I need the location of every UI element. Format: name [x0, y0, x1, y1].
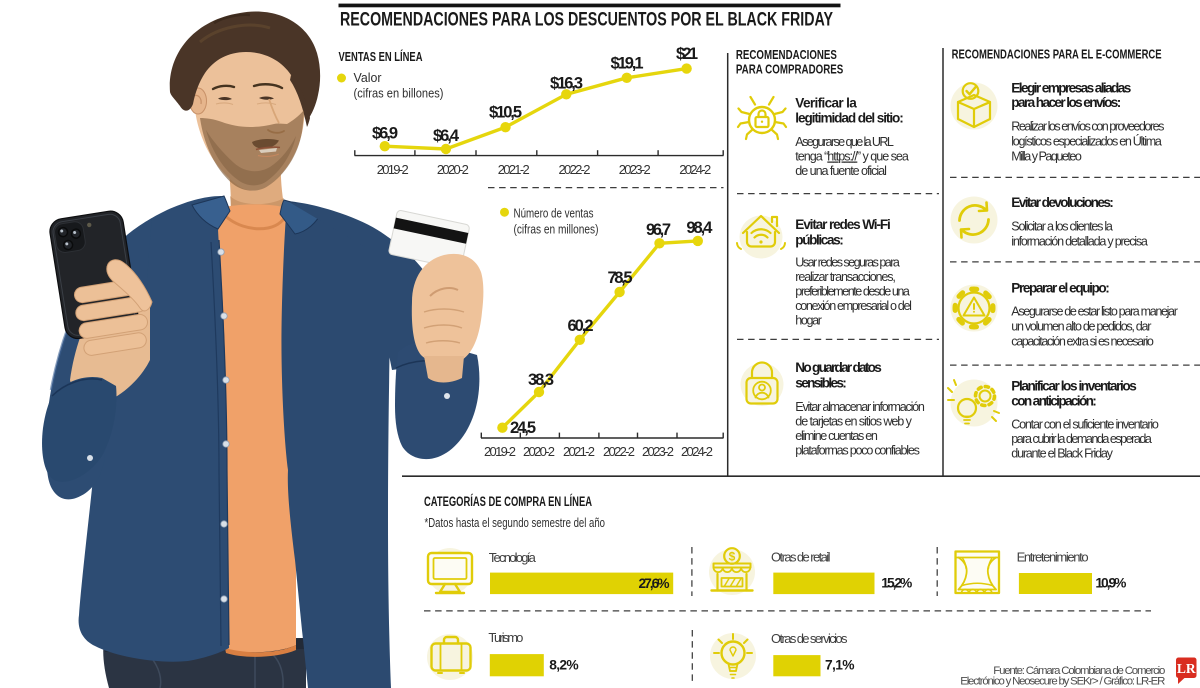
svg-text:38,3: 38,3: [528, 371, 554, 389]
svg-text:Realizar los envíos con provee: Realizar los envíos con proveedores: [1011, 120, 1164, 134]
svg-text:preferiblemente desde una: preferiblemente desde una: [795, 285, 910, 299]
svg-text:RECOMENDACIONES: RECOMENDACIONES: [736, 47, 837, 62]
svg-text:hogar: hogar: [795, 314, 821, 328]
svg-text:78,5: 78,5: [608, 269, 633, 287]
svg-text:$21: $21: [676, 45, 698, 63]
svg-text:*Datos hasta el segundo semest: *Datos hasta el segundo semestre del año: [425, 516, 606, 530]
svg-text:durante el Black Friday: durante el Black Friday: [1011, 447, 1113, 461]
svg-text:Contar con el suficiente inven: Contar con el suficiente inventario: [1011, 418, 1159, 432]
svg-text:Electrónico y Neosecure by SEK: Electrónico y Neosecure by SEKr> / Gráfi…: [960, 675, 1165, 687]
svg-text:7,1%: 7,1%: [825, 658, 855, 673]
svg-text:2020-2: 2020-2: [437, 162, 469, 177]
svg-text:Turismo: Turismo: [488, 630, 523, 645]
svg-text:$16,3: $16,3: [550, 75, 583, 93]
svg-text:60,2: 60,2: [568, 317, 594, 335]
svg-text:RECOMENDACIONES PARA EL E-COMM: RECOMENDACIONES PARA EL E-COMMERCE: [952, 46, 1162, 61]
svg-text:24,5: 24,5: [510, 419, 536, 437]
svg-text:(cifras en billones): (cifras en billones): [354, 87, 444, 101]
svg-text:2019-2: 2019-2: [377, 162, 409, 177]
svg-text:Tecnología: Tecnología: [489, 550, 537, 565]
svg-text:LR: LR: [1177, 661, 1196, 676]
svg-text:$: $: [729, 550, 736, 564]
svg-text:conexión empresarial o del: conexión empresarial o del: [795, 299, 911, 313]
svg-text:PARA COMPRADORES: PARA COMPRADORES: [736, 61, 844, 76]
svg-text:Número de ventas: Número de ventas: [514, 207, 594, 221]
svg-text:Evitar redes Wi-Fi: Evitar redes Wi-Fi: [795, 217, 890, 232]
svg-text:96,7: 96,7: [646, 221, 671, 239]
svg-text:Verificar la: Verificar la: [795, 96, 857, 111]
svg-text:un volumen alto de pedidos, da: un volumen alto de pedidos, dar: [1011, 320, 1151, 334]
svg-text:2020-2: 2020-2: [523, 444, 555, 459]
svg-text:realizar transacciones,: realizar transacciones,: [795, 270, 895, 284]
svg-text:Milla y Paqueteo: Milla y Paqueteo: [1011, 150, 1082, 164]
svg-text:públicas:: públicas:: [795, 233, 843, 248]
svg-text:CATEGORÍAS DE COMPRA EN LÍNEA: CATEGORÍAS DE COMPRA EN LÍNEA: [424, 494, 592, 509]
svg-text:No guardar datos: No guardar datos: [795, 360, 881, 375]
svg-text:Otras de servicios: Otras de servicios: [771, 631, 848, 646]
svg-text:elimine cuentas en: elimine cuentas en: [795, 429, 878, 443]
svg-text:8,2%: 8,2%: [549, 658, 579, 673]
svg-text:para cubrir la demanda esperad: para cubrir la demanda esperada: [1011, 432, 1152, 446]
svg-text:capacitación extra si es neces: capacitación extra si es necesario: [1011, 335, 1154, 349]
svg-text:2021-2: 2021-2: [563, 444, 595, 459]
svg-text:Usar redes seguras para: Usar redes seguras para: [795, 256, 900, 270]
svg-text:Elegir empresas aliadas: Elegir empresas aliadas: [1011, 81, 1131, 96]
svg-text:para hacer los envíos:: para hacer los envíos:: [1011, 95, 1121, 110]
svg-text:sensibles:: sensibles:: [795, 376, 846, 391]
svg-text:$6,9: $6,9: [372, 125, 398, 143]
svg-text:98,4: 98,4: [686, 219, 713, 237]
svg-text:2024-2: 2024-2: [681, 444, 713, 459]
svg-text:legitimidad del sitio:: legitimidad del sitio:: [795, 111, 903, 126]
svg-text:2024-2: 2024-2: [679, 162, 711, 177]
svg-text:Planificar los inventarios: Planificar los inventarios: [1011, 379, 1136, 394]
svg-text:2023-2: 2023-2: [642, 444, 674, 459]
svg-text:Entretenimiento: Entretenimiento: [1017, 550, 1089, 565]
svg-text:con anticipación:: con anticipación:: [1011, 394, 1096, 409]
svg-text:VENTAS EN LÍNEA: VENTAS EN LÍNEA: [339, 49, 423, 64]
svg-text:Evitar devoluciones:: Evitar devoluciones:: [1011, 195, 1113, 210]
svg-text:15,2%: 15,2%: [881, 576, 912, 591]
svg-text:Evitar almacenar información: Evitar almacenar información: [795, 400, 925, 414]
svg-text:$10,5: $10,5: [489, 104, 522, 122]
svg-text:2019-2: 2019-2: [484, 444, 516, 459]
svg-text:$19,1: $19,1: [611, 55, 644, 73]
svg-text:$6,4: $6,4: [433, 127, 460, 145]
svg-text:2023-2: 2023-2: [619, 162, 651, 177]
svg-text:RECOMENDACIONES PARA LOS DESCU: RECOMENDACIONES PARA LOS DESCUENTOS POR …: [340, 10, 833, 31]
svg-text:Solicitar a los clientes la: Solicitar a los clientes la: [1011, 220, 1113, 234]
svg-text:10,9%: 10,9%: [1095, 576, 1126, 591]
svg-text:Asegurarse que la URL: Asegurarse que la URL: [795, 135, 894, 149]
svg-text:Asegurarse de estar listo para: Asegurarse de estar listo para manejar: [1011, 305, 1177, 319]
svg-text:plataformas poco confiables: plataformas poco confiables: [795, 444, 919, 458]
svg-text:tenga “https://” y que sea: tenga “https://” y que sea: [795, 150, 909, 164]
svg-text:Fuente: Cámara Colombiana de C: Fuente: Cámara Colombiana de Comercio: [993, 665, 1165, 677]
svg-text:2021-2: 2021-2: [498, 162, 530, 177]
svg-text:información detallada y precis: información detallada y precisa: [1011, 235, 1148, 249]
svg-text:de una fuente oficial: de una fuente oficial: [795, 164, 886, 178]
svg-text:de tarjetas en sitios web y: de tarjetas en sitios web y: [795, 415, 912, 429]
svg-text:2022-2: 2022-2: [603, 444, 635, 459]
svg-text:Otras de retail: Otras de retail: [771, 550, 831, 565]
svg-text:Valor: Valor: [354, 71, 382, 85]
svg-text:27,6%: 27,6%: [639, 576, 670, 591]
svg-text:Preparar el equipo:: Preparar el equipo:: [1011, 281, 1109, 296]
svg-text:(cifras en millones): (cifras en millones): [514, 223, 599, 237]
svg-text:logísticos especializados en Ú: logísticos especializados en Última: [1011, 134, 1162, 149]
svg-text:2022-2: 2022-2: [559, 162, 591, 177]
